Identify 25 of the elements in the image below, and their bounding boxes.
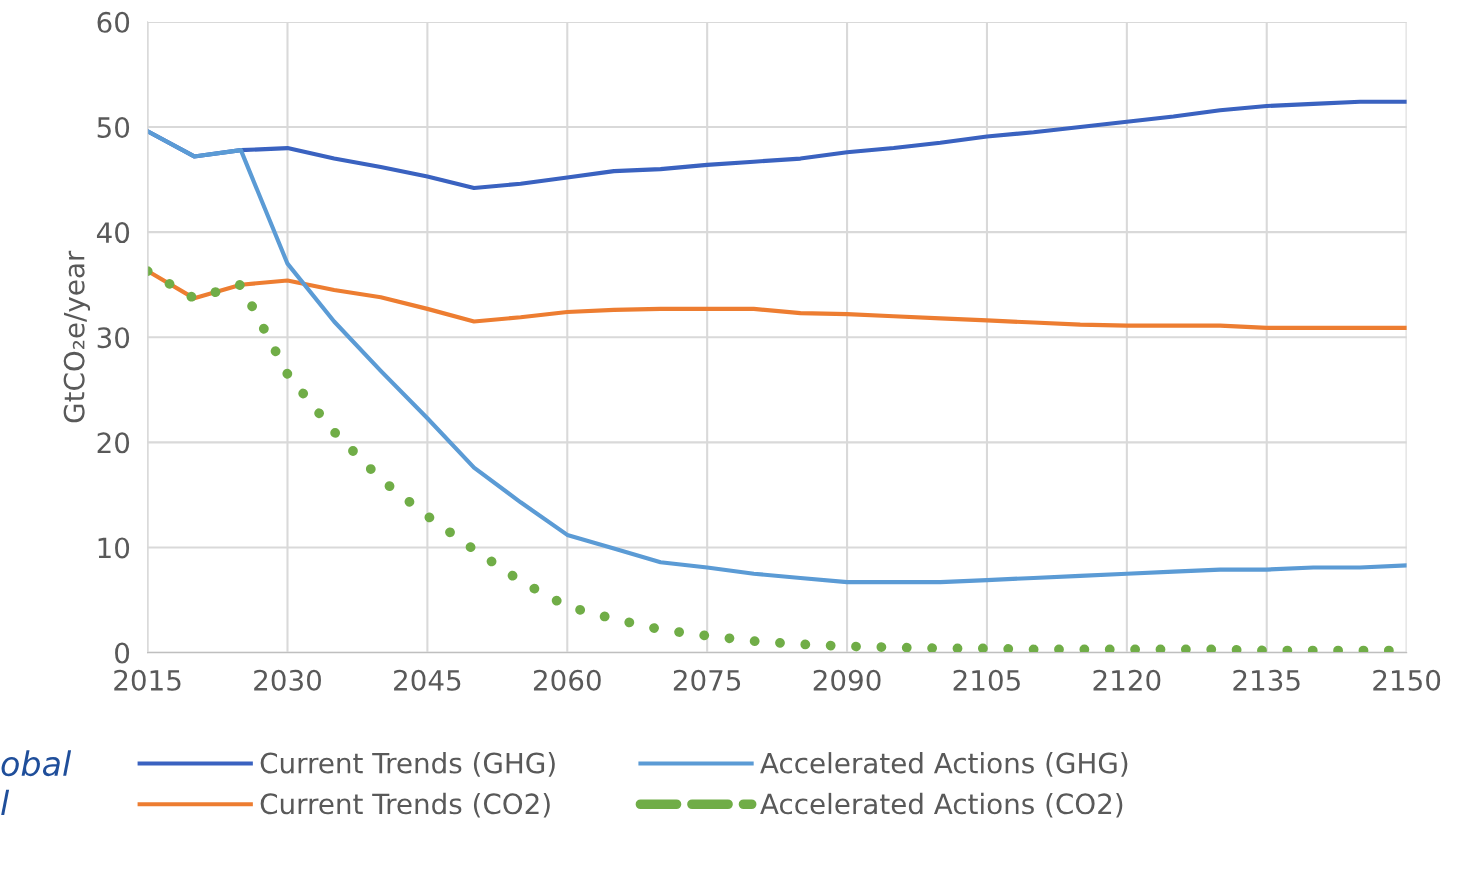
x-tick-label: 2150	[1373, 669, 1441, 691]
y-axis-title: GtCO₂e/year	[63, 250, 91, 423]
y-tick-label: 0	[115, 642, 130, 664]
y-tick-label: 30	[97, 327, 130, 349]
x-tick-label: 2015	[114, 669, 181, 691]
legend-label: Current Trends (CO2)	[260, 792, 550, 818]
x-tick-label: 2075	[673, 669, 741, 691]
y-tick-label: 40	[96, 222, 130, 244]
line-series	[147, 129, 1407, 585]
y-tick-label: 60	[97, 11, 130, 33]
legend-label: Accelerated Actions (CO2)	[760, 792, 1123, 818]
legend-label: Current Trends (GHG)	[260, 752, 555, 777]
y-tick-label: 50	[97, 116, 130, 138]
text: obal	[1, 750, 72, 777]
x-tick-label: 2045	[394, 669, 461, 691]
x-tick-label: 2105	[953, 669, 1020, 691]
x-tick-label: 2030	[254, 669, 321, 691]
x-tick-label: 2060	[533, 669, 601, 691]
y-tick-label: 10	[98, 537, 130, 559]
x-tick-label: 2120	[1093, 669, 1161, 691]
text: l	[1, 789, 10, 816]
x-tick-label: 2135	[1233, 669, 1300, 691]
legend-label: Accelerated Actions (GHG)	[760, 752, 1128, 777]
x-tick-label: 2090	[813, 669, 881, 691]
y-tick-label: 20	[97, 432, 130, 454]
